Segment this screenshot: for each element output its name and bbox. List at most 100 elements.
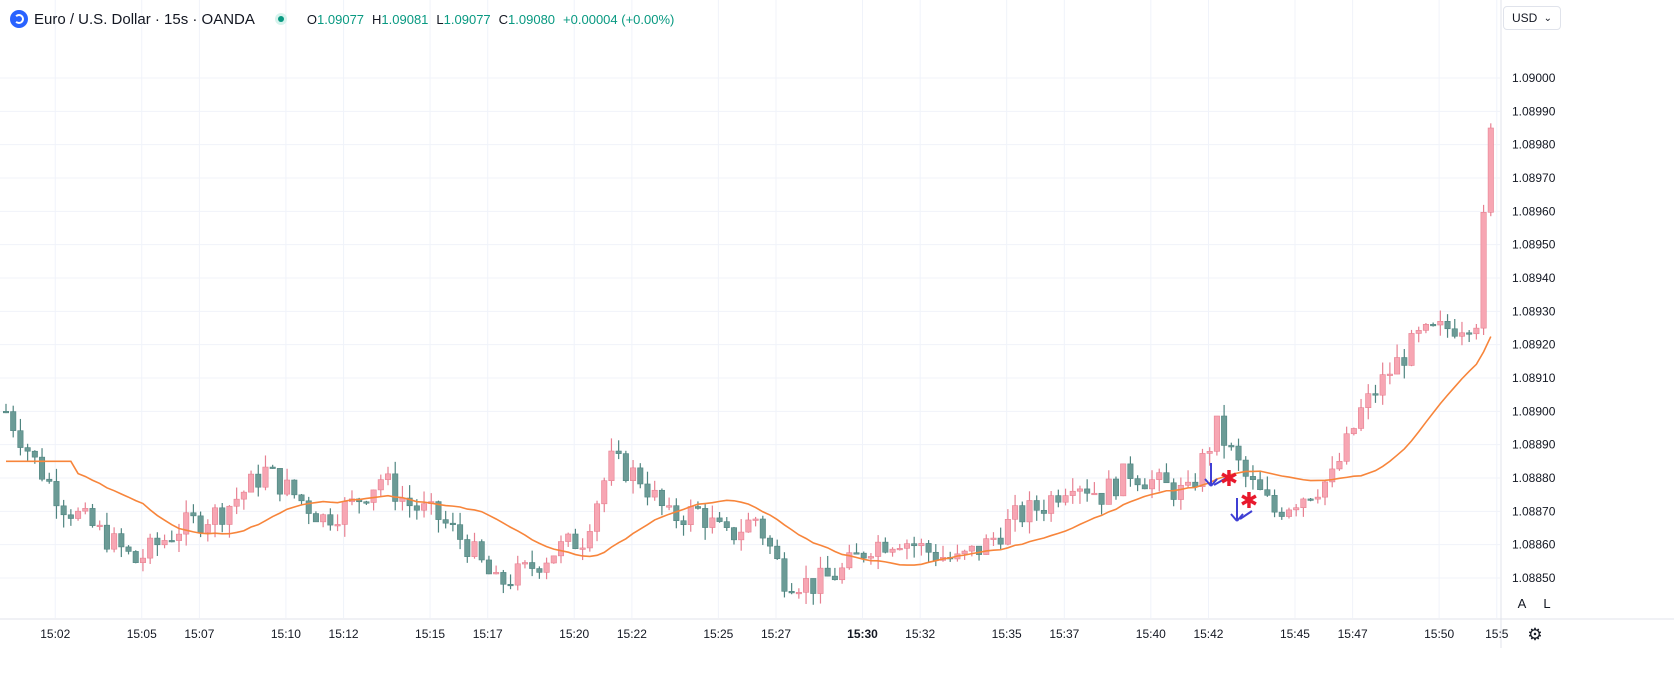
candle-body [759, 518, 766, 539]
candle-body [219, 507, 226, 525]
candle [954, 544, 961, 562]
time-tick-label: 15:42 [1193, 627, 1223, 641]
candle-body [1285, 509, 1292, 517]
candle-body [1177, 484, 1184, 500]
candle-body [1372, 393, 1379, 396]
candle-body [1033, 500, 1040, 511]
candle [738, 519, 745, 551]
candle [1055, 489, 1062, 508]
candle [1084, 479, 1091, 502]
time-tick-label: 15:15 [415, 627, 445, 641]
candle [1012, 494, 1019, 532]
candle [276, 468, 283, 502]
candle [219, 502, 226, 533]
candle-body [1012, 505, 1019, 520]
candle [39, 448, 46, 482]
candle [1466, 330, 1473, 343]
candle-body [464, 539, 471, 557]
candle-body [10, 411, 17, 431]
candle-body [190, 512, 197, 517]
candle-body [1365, 393, 1372, 408]
candle [586, 524, 593, 552]
candle [630, 460, 637, 494]
candle-body [147, 537, 154, 559]
candle [507, 574, 514, 590]
candle [1408, 329, 1415, 367]
candle-body [774, 545, 781, 560]
low-label: L [436, 11, 444, 27]
candle [1285, 507, 1292, 519]
candle [82, 502, 89, 515]
candle [305, 496, 312, 525]
price-tick-label: 1.08920 [1512, 338, 1556, 352]
candle-body [1336, 460, 1343, 470]
price-tick-label: 1.08860 [1512, 538, 1556, 552]
candle-body [723, 521, 730, 528]
candle-body [1185, 481, 1192, 486]
candle [687, 499, 694, 532]
candle-body [175, 533, 182, 541]
candle [1307, 497, 1314, 502]
candle [536, 566, 543, 579]
candle-body [572, 533, 579, 550]
candle-body [1293, 507, 1300, 511]
candle [1257, 471, 1264, 491]
candle [1170, 478, 1177, 507]
candle-body [860, 552, 867, 559]
currency-selector[interactable]: USD ⌄ [1503, 6, 1561, 30]
candle [413, 499, 420, 520]
gear-icon[interactable]: ⚙ [1527, 625, 1543, 644]
candle-body [968, 545, 975, 552]
candle [550, 555, 557, 564]
candle-body [565, 533, 572, 542]
candle-body [1300, 498, 1307, 509]
candle [1458, 321, 1465, 346]
candle-body [1278, 511, 1285, 517]
candle [1141, 478, 1148, 490]
candle [1076, 485, 1083, 504]
candle-body [579, 547, 586, 550]
candle-body [514, 563, 521, 586]
chevron-down-icon: ⌄ [1543, 12, 1552, 24]
candle [1271, 489, 1278, 518]
candle [716, 512, 723, 523]
candle-body [983, 538, 990, 555]
candle-body [557, 541, 564, 557]
candle-body [666, 505, 673, 508]
log-scale-button[interactable]: L [1536, 592, 1558, 614]
time-tick-label: 15:50 [1424, 627, 1454, 641]
price-tick-label: 1.08910 [1512, 371, 1556, 385]
candle-body [1004, 519, 1011, 545]
candle-body [824, 567, 831, 577]
candle-body [168, 540, 175, 543]
time-tick-label: 15:10 [271, 627, 301, 641]
candle-body [24, 447, 31, 452]
candle-body [291, 479, 298, 496]
auto-scale-button[interactable]: A [1511, 592, 1533, 614]
time-tick-label: 15:32 [905, 627, 935, 641]
candle-body [413, 505, 420, 511]
time-tick-label: 15:45 [1280, 627, 1310, 641]
candle-body [406, 497, 413, 507]
candle-body [449, 522, 456, 526]
candle-body [810, 578, 817, 594]
candle-body [2, 411, 10, 414]
time-tick-label: 15:40 [1136, 627, 1166, 641]
candle-body [932, 551, 939, 561]
candle [521, 560, 528, 569]
candle [385, 466, 392, 486]
candle-body [334, 524, 341, 527]
candle-body [1358, 407, 1365, 429]
candle-body [795, 592, 802, 595]
candle [745, 512, 752, 533]
candle-body [1437, 320, 1444, 326]
candle-body [298, 494, 305, 502]
chart-plot-area [2, 123, 1494, 605]
candle [1401, 349, 1408, 379]
candle-body [46, 478, 53, 482]
candle [147, 533, 154, 564]
candle-body [1141, 484, 1148, 490]
symbol-title[interactable]: Euro / U.S. Dollar · 15s · OANDA [34, 10, 255, 28]
candle [803, 565, 810, 604]
